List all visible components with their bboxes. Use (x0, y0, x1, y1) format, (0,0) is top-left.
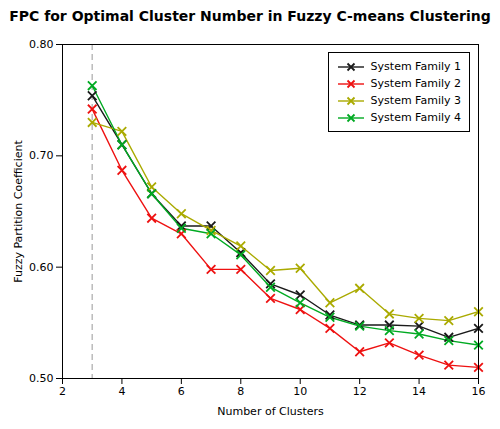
svg-text:4: 4 (118, 385, 125, 398)
svg-text:Number of Clusters: Number of Clusters (217, 405, 324, 418)
svg-text:6: 6 (178, 385, 185, 398)
svg-text:12: 12 (353, 385, 367, 398)
html-text:System Family 2: System Family 2 (370, 77, 461, 90)
svg-text:14: 14 (412, 385, 426, 398)
html-text:FPC for Optimal Cluster Number: FPC for Optimal Cluster Number in Fuzzy … (9, 8, 491, 24)
svg-text:10: 10 (293, 385, 307, 398)
svg-text:2: 2 (59, 385, 66, 398)
html-text:System Family 4: System Family 4 (370, 111, 461, 124)
html-text:System Family 1: System Family 1 (370, 60, 461, 73)
svg-text:0.80: 0.80 (29, 38, 54, 51)
svg-text:16: 16 (472, 385, 486, 398)
svg-text:Fuzzy Partition Coefficient: Fuzzy Partition Coefficient (12, 140, 25, 283)
svg-text:0.70: 0.70 (29, 149, 54, 162)
svg-text:0.50: 0.50 (29, 372, 54, 385)
html-text:System Family 3: System Family 3 (370, 94, 461, 107)
svg-text:0.60: 0.60 (29, 261, 54, 274)
svg-text:8: 8 (237, 385, 244, 398)
